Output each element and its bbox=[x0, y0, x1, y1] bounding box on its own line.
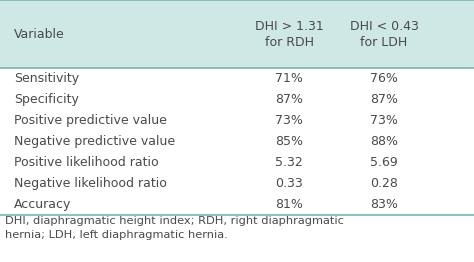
Text: 81%: 81% bbox=[275, 198, 303, 211]
Text: 76%: 76% bbox=[370, 72, 398, 85]
Text: 73%: 73% bbox=[370, 114, 398, 127]
Text: 0.33: 0.33 bbox=[275, 177, 303, 190]
Text: 83%: 83% bbox=[370, 198, 398, 211]
Text: Negative predictive value: Negative predictive value bbox=[14, 135, 175, 148]
Text: 5.32: 5.32 bbox=[275, 156, 303, 169]
Text: 0.28: 0.28 bbox=[370, 177, 398, 190]
Text: 5.69: 5.69 bbox=[370, 156, 398, 169]
Text: DHI, diaphragmatic height index; RDH, right diaphragmatic
hernia; LDH, left diap: DHI, diaphragmatic height index; RDH, ri… bbox=[5, 216, 344, 239]
Text: Variable: Variable bbox=[14, 28, 65, 41]
Text: 87%: 87% bbox=[370, 93, 398, 106]
Text: Positive likelihood ratio: Positive likelihood ratio bbox=[14, 156, 159, 169]
Text: 71%: 71% bbox=[275, 72, 303, 85]
Text: 85%: 85% bbox=[275, 135, 303, 148]
Text: Accuracy: Accuracy bbox=[14, 198, 72, 211]
Text: DHI > 1.31
for RDH: DHI > 1.31 for RDH bbox=[255, 20, 324, 48]
Text: 87%: 87% bbox=[275, 93, 303, 106]
Text: Specificity: Specificity bbox=[14, 93, 79, 106]
Text: 73%: 73% bbox=[275, 114, 303, 127]
Text: Negative likelihood ratio: Negative likelihood ratio bbox=[14, 177, 167, 190]
Text: Sensitivity: Sensitivity bbox=[14, 72, 79, 85]
Bar bbox=[0, 0, 474, 68]
Text: DHI < 0.43
for LDH: DHI < 0.43 for LDH bbox=[349, 20, 419, 48]
Text: Positive predictive value: Positive predictive value bbox=[14, 114, 167, 127]
Text: 88%: 88% bbox=[370, 135, 398, 148]
